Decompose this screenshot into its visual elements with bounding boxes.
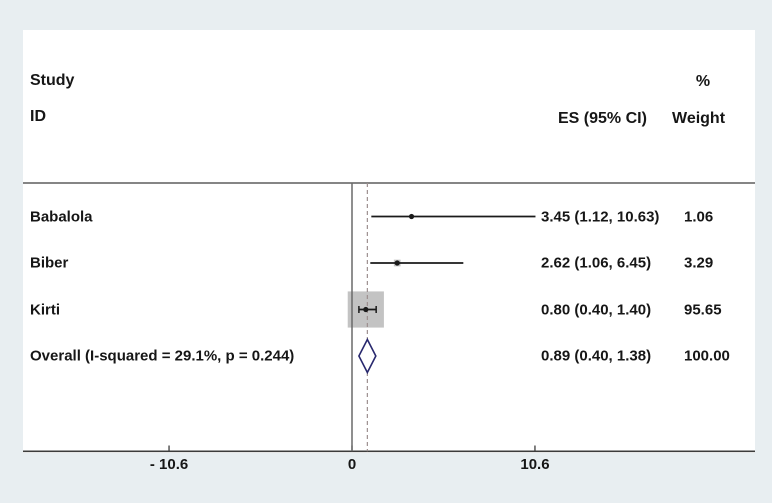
es-value: 2.62 (1.06, 6.45) <box>541 254 652 272</box>
weight-value: 3.29 <box>684 254 714 272</box>
overall-es-value: 0.89 (0.40, 1.38) <box>541 347 652 365</box>
point-estimate <box>363 306 369 313</box>
weight-value: 95.65 <box>684 301 722 318</box>
study-label: Kirti <box>30 301 60 318</box>
axis-tick-label: - 10.6 <box>149 456 189 473</box>
axis-tick-label: 0 <box>347 456 357 473</box>
overall-diamond <box>358 337 377 375</box>
overall-label: Overall (I-squared = 29.1%, p = 0.244) <box>30 347 295 365</box>
weight-value: 1.06 <box>684 208 714 225</box>
header-study: Study <box>30 72 75 89</box>
header-weight: Weight <box>672 110 726 127</box>
point-estimate <box>408 213 415 220</box>
header-es-ci: ES (95% CI) <box>558 110 647 127</box>
overall-weight-value: 100.00 <box>684 347 730 365</box>
point-estimate <box>394 260 400 266</box>
plot-panel <box>23 30 755 453</box>
study-label: Biber <box>30 254 69 272</box>
es-value: 3.45 (1.12, 10.63) <box>541 208 660 225</box>
header-percent: % <box>695 73 711 90</box>
axis-tick-label: 10.6 <box>520 456 550 473</box>
es-value: 0.80 (0.40, 1.40) <box>541 301 652 318</box>
header-id: ID <box>30 108 46 125</box>
study-label: Babalola <box>30 208 93 225</box>
